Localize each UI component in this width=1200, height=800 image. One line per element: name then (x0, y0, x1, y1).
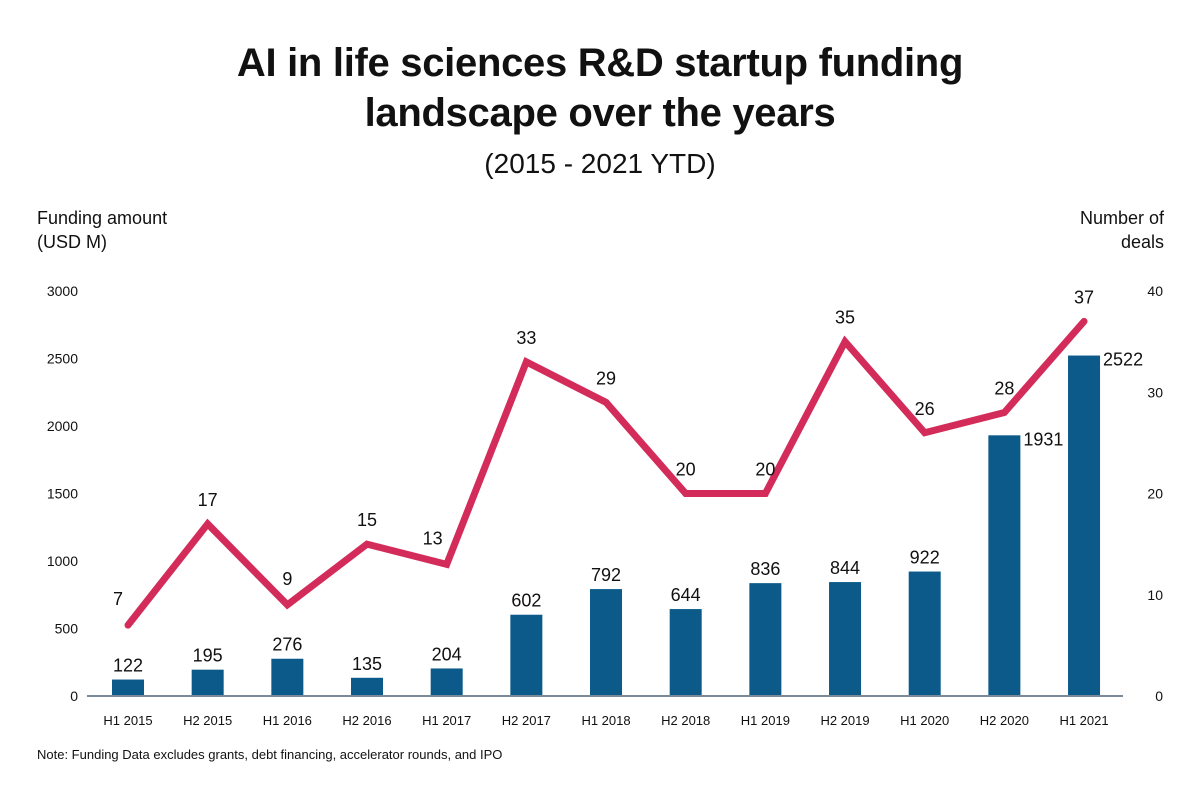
bar-value-label: 204 (432, 644, 462, 664)
y-axis-right-label-line-2: deals (1120, 232, 1164, 252)
chart-title-line-2: landscape over the years (364, 91, 836, 135)
bar (1068, 355, 1101, 696)
y-left-tick-label: 3000 (47, 283, 78, 299)
y-left-tick-label: 2000 (47, 418, 78, 434)
y-left-tick-label: 0 (70, 688, 78, 704)
bar-value-label: 792 (591, 565, 621, 585)
y-left-tick-label: 1500 (47, 486, 78, 502)
bar (351, 677, 384, 696)
bar-value-label: 844 (830, 558, 860, 578)
y-axis-right-label-line-1: Number of (1079, 208, 1164, 228)
y-axis-left-label-line-2: (USD M) (37, 232, 107, 252)
bar-value-label: 2522 (1103, 350, 1143, 370)
x-tick-label: H1 2021 (1059, 713, 1108, 728)
y-left-tick-label: 500 (55, 621, 79, 637)
deals-value-label: 29 (596, 368, 616, 388)
y-right-tick-label: 0 (1155, 688, 1163, 704)
deals-value-label: 15 (357, 510, 377, 530)
bar (271, 658, 304, 696)
footnote: Note: Funding Data excludes grants, debt… (37, 747, 503, 762)
y-right-tick-label: 10 (1147, 587, 1163, 603)
y-right-tick-label: 30 (1147, 384, 1163, 400)
y-left-tick-label: 2500 (47, 351, 78, 367)
deals-value-label: 37 (1074, 287, 1094, 307)
x-tick-label: H1 2016 (263, 713, 312, 728)
x-tick-label: H1 2017 (422, 713, 471, 728)
deals-value-label: 17 (198, 490, 218, 510)
bar (908, 571, 941, 696)
bar (112, 679, 144, 696)
deals-value-label: 28 (994, 379, 1014, 399)
bar (988, 435, 1021, 696)
bar (510, 614, 543, 696)
x-tick-label: H1 2018 (581, 713, 630, 728)
y-right-tick-label: 40 (1147, 283, 1163, 299)
bar (749, 583, 782, 696)
y-left-tick-label: 1000 (47, 553, 78, 569)
deals-value-label: 13 (423, 528, 443, 548)
deals-value-label: 20 (755, 460, 775, 480)
bar-value-label: 644 (671, 585, 701, 605)
deals-value-label: 35 (835, 308, 855, 328)
deals-value-label: 7 (113, 589, 123, 609)
x-tick-label: H1 2019 (741, 713, 790, 728)
bar-value-label: 122 (113, 656, 143, 676)
x-tick-label: H2 2018 (661, 713, 710, 728)
y-right-tick-label: 20 (1147, 486, 1163, 502)
deals-value-label: 9 (282, 569, 292, 589)
bar (191, 669, 224, 696)
bar-value-label: 276 (272, 635, 302, 655)
bar-value-label: 836 (750, 559, 780, 579)
deals-value-label: 33 (516, 328, 536, 348)
x-tick-label: H2 2016 (342, 713, 391, 728)
chart-subtitle: (2015 - 2021 YTD) (484, 148, 716, 179)
bar-value-label: 1931 (1023, 429, 1063, 449)
bar (669, 609, 702, 696)
bar (430, 668, 463, 696)
chart-title: AI in life sciences R&D startup funding … (0, 38, 1200, 138)
x-tick-label: H2 2017 (502, 713, 551, 728)
y-axis-left-label: Funding amount (USD M) (37, 206, 167, 254)
x-tick-label: H2 2019 (820, 713, 869, 728)
deals-value-label: 26 (915, 399, 935, 419)
x-tick-label: H1 2020 (900, 713, 949, 728)
bar-value-label: 195 (193, 646, 223, 666)
bar-value-label: 922 (910, 548, 940, 568)
y-axis-right-label: Number of deals (1080, 206, 1164, 254)
x-tick-label: H2 2020 (980, 713, 1029, 728)
bar-value-label: 602 (511, 591, 541, 611)
bar-value-label: 135 (352, 654, 382, 674)
bar (590, 589, 623, 696)
chart-title-line-1: AI in life sciences R&D startup funding (236, 41, 964, 85)
x-tick-label: H2 2015 (183, 713, 232, 728)
deals-value-label: 20 (676, 460, 696, 480)
x-tick-label: H1 2015 (103, 713, 152, 728)
y-axis-left-label-line-1: Funding amount (37, 208, 168, 228)
bar (829, 582, 862, 696)
